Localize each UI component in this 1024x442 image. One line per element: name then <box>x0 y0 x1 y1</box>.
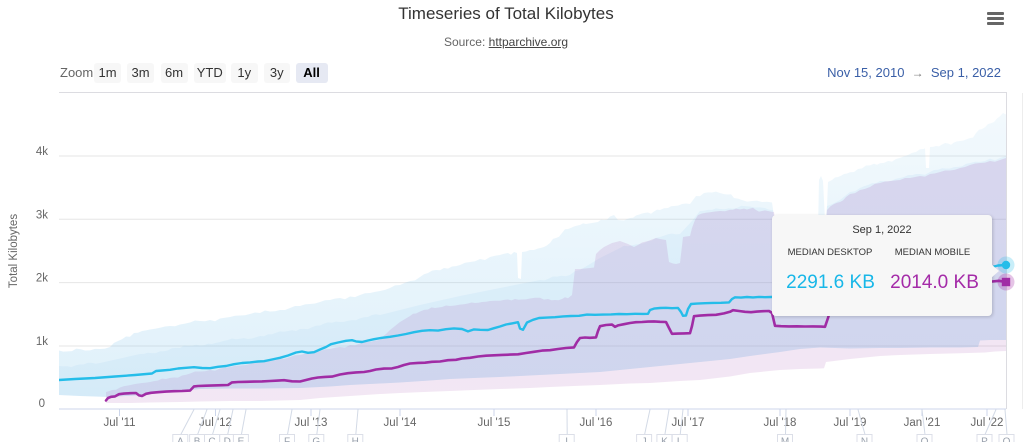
svg-text:Jan '21: Jan '21 <box>904 417 941 429</box>
svg-text:Jul '17: Jul '17 <box>672 417 705 429</box>
svg-text:Jul '22: Jul '22 <box>971 417 1004 429</box>
svg-text:B: B <box>194 437 201 442</box>
svg-text:N: N <box>861 437 868 442</box>
svg-text:Jul '13: Jul '13 <box>295 417 328 429</box>
svg-text:0: 0 <box>39 398 45 410</box>
svg-text:H: H <box>352 437 359 442</box>
svg-text:K: K <box>661 437 668 442</box>
svg-text:M: M <box>781 437 789 442</box>
svg-text:Jul '15: Jul '15 <box>478 417 511 429</box>
svg-text:Q: Q <box>1003 437 1011 442</box>
svg-text:Jul '11: Jul '11 <box>103 417 135 429</box>
svg-text:Jul '19: Jul '19 <box>834 417 867 429</box>
svg-text:F: F <box>284 437 290 442</box>
svg-text:2k: 2k <box>36 273 48 285</box>
svg-text:Jul '14: Jul '14 <box>384 417 417 429</box>
svg-text:C: C <box>208 437 215 442</box>
svg-text:Total Kilobytes: Total Kilobytes <box>8 214 20 288</box>
svg-text:1k: 1k <box>36 336 48 348</box>
svg-text:3k: 3k <box>36 209 48 221</box>
svg-text:A: A <box>177 437 184 442</box>
svg-text:D: D <box>224 437 231 442</box>
svg-text:P: P <box>981 437 988 442</box>
svg-text:4k: 4k <box>36 146 48 158</box>
svg-text:O: O <box>921 437 929 442</box>
svg-text:Jul '16: Jul '16 <box>580 417 613 429</box>
svg-text:E: E <box>238 437 245 442</box>
svg-text:G: G <box>312 437 320 442</box>
svg-text:Jul '18: Jul '18 <box>764 417 797 429</box>
svg-text:J: J <box>642 437 647 442</box>
svg-text:L: L <box>677 437 683 442</box>
svg-text:I: I <box>565 437 568 442</box>
